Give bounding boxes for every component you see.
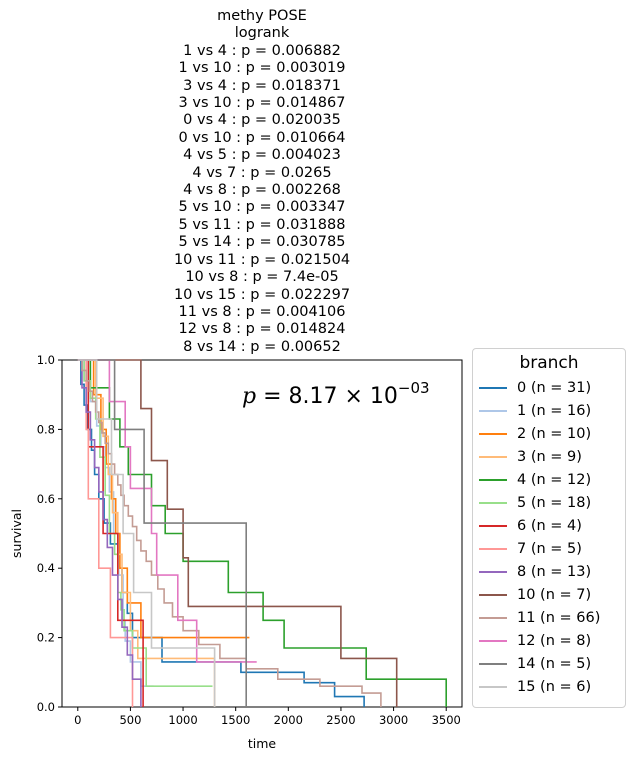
title-line: 10 vs 11 : p = 0.021504 bbox=[173, 251, 351, 268]
title-line: 1 vs 4 : p = 0.006882 bbox=[183, 42, 341, 59]
legend-item: 5 (n = 18) bbox=[473, 491, 625, 514]
legend-item: 12 (n = 8) bbox=[473, 629, 625, 652]
p-value-annotation: p = 8.17 × 10−03 bbox=[242, 379, 430, 409]
title-line: 12 vs 8 : p = 0.014824 bbox=[178, 321, 346, 338]
plot-frame bbox=[61, 359, 463, 708]
legend-swatch bbox=[479, 501, 507, 504]
title-line: 4 vs 5 : p = 0.004023 bbox=[183, 147, 341, 164]
legend-label: 1 (n = 16) bbox=[517, 402, 592, 419]
y-axis-label: survival bbox=[9, 509, 24, 558]
title-line: 11 vs 8 : p = 0.004106 bbox=[178, 303, 346, 320]
legend-swatch bbox=[479, 639, 507, 642]
legend-label: 10 (n = 7) bbox=[517, 586, 592, 603]
legend-label: 11 (n = 66) bbox=[517, 609, 601, 626]
legend-label: 3 (n = 9) bbox=[517, 448, 582, 465]
title-line: 5 vs 11 : p = 0.031888 bbox=[178, 216, 346, 233]
legend-swatch bbox=[479, 455, 507, 458]
title-line: 0 vs 4 : p = 0.020035 bbox=[183, 112, 341, 129]
series-line bbox=[77, 359, 365, 707]
title-line: 10 vs 8 : p = 7.4e-05 bbox=[185, 269, 339, 286]
legend-swatch bbox=[479, 478, 507, 481]
y-tick-label: 1.0 bbox=[37, 353, 55, 367]
title-line: 5 vs 10 : p = 0.003347 bbox=[178, 199, 346, 216]
legend-swatch bbox=[479, 593, 507, 596]
y-tick-label: 0.2 bbox=[37, 631, 55, 645]
legend-item: 1 (n = 16) bbox=[473, 399, 625, 422]
legend-item: 6 (n = 4) bbox=[473, 514, 625, 537]
series-line bbox=[77, 359, 134, 707]
legend-item: 8 (n = 13) bbox=[473, 560, 625, 583]
title-line: 3 vs 4 : p = 0.018371 bbox=[183, 77, 341, 94]
title-line: 8 vs 14 : p = 0.00652 bbox=[183, 338, 341, 355]
series-line bbox=[77, 359, 247, 707]
x-tick-label: 500 bbox=[119, 713, 141, 727]
title-line: 0 vs 10 : p = 0.010664 bbox=[178, 129, 346, 146]
x-tick-label: 3000 bbox=[379, 713, 408, 727]
title-line: 5 vs 14 : p = 0.030785 bbox=[178, 234, 346, 251]
legend-swatch bbox=[479, 616, 507, 619]
legend-label: 8 (n = 13) bbox=[517, 563, 592, 580]
series-line bbox=[77, 359, 257, 663]
title-line: 10 vs 15 : p = 0.022297 bbox=[173, 286, 351, 303]
y-tick-label: 0.8 bbox=[37, 422, 55, 436]
title-line: methy POSE bbox=[217, 8, 307, 24]
legend-label: 4 (n = 12) bbox=[517, 471, 592, 488]
y-tick-label: 0.0 bbox=[37, 700, 55, 714]
legend-item: 10 (n = 7) bbox=[473, 583, 625, 606]
series-line bbox=[77, 359, 398, 707]
x-tick-label: 0 bbox=[74, 713, 81, 727]
legend-label: 12 (n = 8) bbox=[517, 632, 592, 649]
title-line: logrank bbox=[234, 25, 290, 42]
x-tick-label: 2500 bbox=[326, 713, 355, 727]
legend-label: 15 (n = 6) bbox=[517, 678, 592, 695]
legend-item: 15 (n = 6) bbox=[473, 675, 625, 698]
title-line: 4 vs 7 : p = 0.0265 bbox=[192, 164, 332, 181]
legend-swatch bbox=[479, 547, 507, 550]
legend-item: 3 (n = 9) bbox=[473, 445, 625, 468]
legend-item: 2 (n = 10) bbox=[473, 422, 625, 445]
series-line bbox=[77, 359, 216, 707]
x-tick-label: 2000 bbox=[274, 713, 303, 727]
legend-label: 0 (n = 31) bbox=[517, 379, 592, 396]
legend: branch 0 (n = 31) 1 (n = 16) 2 (n = 10) 3 (… bbox=[472, 348, 626, 708]
legend-label: 5 (n = 18) bbox=[517, 494, 592, 511]
chart-title-block: methy POSE logrank 1 vs 4 : p = 0.006882 1 … bbox=[62, 8, 462, 356]
legend-item: 14 (n = 5) bbox=[473, 652, 625, 675]
legend-label: 6 (n = 4) bbox=[517, 517, 582, 534]
legend-label: 2 (n = 10) bbox=[517, 425, 592, 442]
title-line: 4 vs 8 : p = 0.002268 bbox=[183, 182, 341, 199]
legend-item: 4 (n = 12) bbox=[473, 468, 625, 491]
legend-swatch bbox=[479, 570, 507, 573]
legend-swatch bbox=[479, 386, 507, 389]
x-tick-label: 3500 bbox=[432, 713, 461, 727]
legend-label: 14 (n = 5) bbox=[517, 655, 592, 672]
title-line: 3 vs 10 : p = 0.014867 bbox=[178, 95, 346, 112]
x-axis-label: time bbox=[248, 736, 277, 751]
title-line: 1 vs 10 : p = 0.003019 bbox=[178, 60, 346, 77]
legend-item: 0 (n = 31) bbox=[473, 376, 625, 399]
legend-swatch bbox=[479, 432, 507, 435]
x-tick-label: 1000 bbox=[168, 713, 197, 727]
y-tick-label: 0.4 bbox=[37, 561, 55, 575]
legend-title: branch bbox=[519, 353, 579, 373]
legend-swatch bbox=[479, 685, 507, 688]
legend-swatch bbox=[479, 662, 507, 665]
legend-item: 7 (n = 5) bbox=[473, 537, 625, 560]
y-tick-label: 0.6 bbox=[37, 492, 55, 506]
legend-label: 7 (n = 5) bbox=[517, 540, 582, 557]
x-tick-label: 1500 bbox=[221, 713, 250, 727]
series-line bbox=[77, 359, 250, 639]
legend-swatch bbox=[479, 409, 507, 412]
series-line bbox=[77, 359, 144, 707]
series-line bbox=[77, 359, 142, 707]
legend-swatch bbox=[479, 524, 507, 527]
legend-item: 11 (n = 66) bbox=[473, 606, 625, 629]
